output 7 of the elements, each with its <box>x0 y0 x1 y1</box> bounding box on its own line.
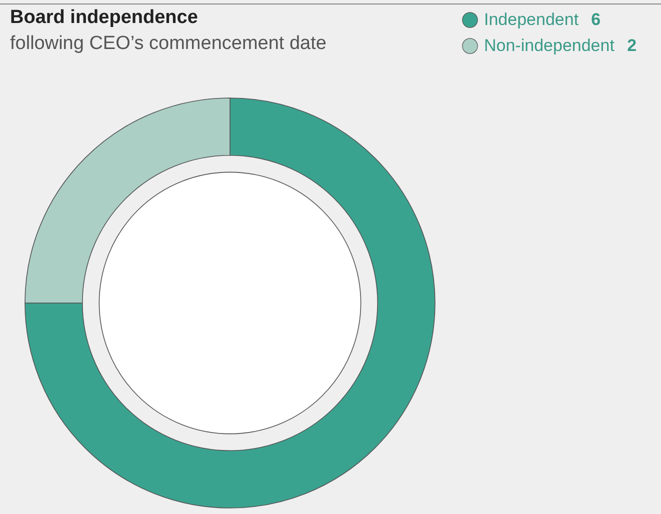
donut-slice <box>24 98 436 508</box>
data-label: 2 <box>627 36 637 55</box>
data-label: 6 <box>591 10 601 29</box>
legend-label: Independent <box>484 10 579 29</box>
text: following CEO’s commencement date <box>10 33 326 54</box>
legend-label: Non-independent <box>484 36 615 55</box>
chart-title: Board independence <box>10 7 198 28</box>
